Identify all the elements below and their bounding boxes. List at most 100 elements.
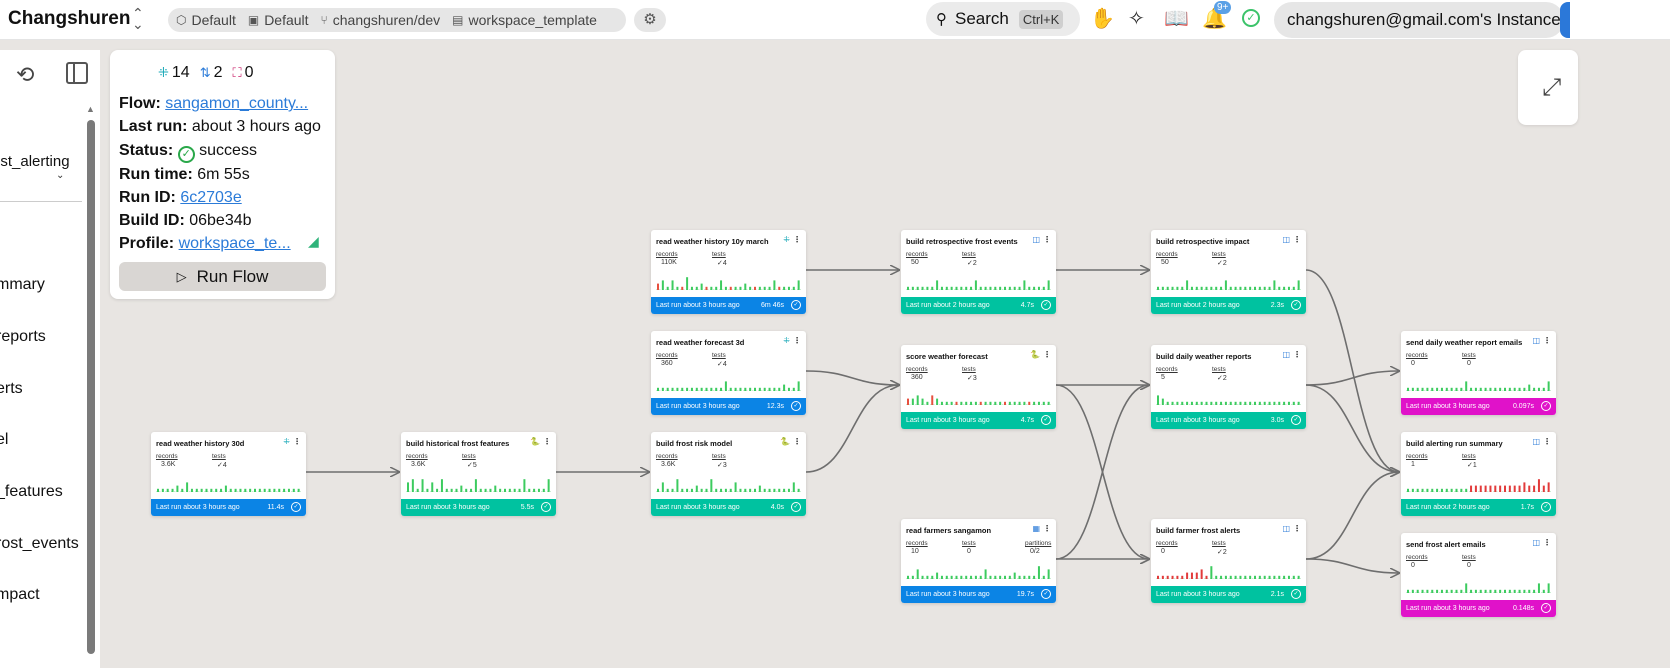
more-icon[interactable]: ⋮: [793, 235, 801, 244]
run-bar: [1489, 387, 1492, 391]
run-bar: [911, 398, 914, 405]
metric-value: 0: [1411, 360, 1415, 367]
node-build-daily-weather-reports[interactable]: build daily weather reports ◫ ⋮ records …: [1151, 345, 1306, 429]
run-bar: [1161, 286, 1164, 290]
history-icon[interactable]: ⟲: [16, 62, 35, 87]
node-read-weather-forecast-3d[interactable]: read weather forecast 3d ⁜ ⋮ records 360…: [651, 331, 806, 415]
run-bar: [1445, 387, 1448, 391]
more-icon[interactable]: ⋮: [1043, 524, 1051, 533]
more-icon[interactable]: ⋮: [1043, 350, 1051, 359]
org-name[interactable]: Changshuren: [8, 8, 131, 29]
flow-select[interactable]: ost_alerting: [0, 153, 70, 170]
more-icon[interactable]: ⋮: [543, 437, 551, 446]
node-icons: ◫ ⋮: [1532, 538, 1551, 547]
node-icons: ◫ ⋮: [1032, 235, 1051, 244]
node-read-weather-history-10y-march[interactable]: read weather history 10y march ⁜ ⋮ recor…: [651, 230, 806, 314]
duration: 12.3s: [766, 403, 784, 410]
check-icon: ✓: [1041, 300, 1051, 310]
metric-tests: tests ✓1: [1462, 453, 1477, 469]
profile-link[interactable]: workspace_te...: [178, 235, 291, 253]
gear-icon[interactable]: ⚙: [634, 8, 666, 32]
node-build-farmer-frost-alerts[interactable]: build farmer frost alerts ◫ ⋮ records 0 …: [1151, 519, 1306, 603]
node-build-historical-frost-features[interactable]: build historical frost features 🐍 ⋮ reco…: [401, 432, 556, 516]
node-read-farmers-sangamon[interactable]: read farmers sangamon ▦ ⋮ records 10 tes…: [901, 519, 1056, 603]
run-bar: [1416, 488, 1419, 492]
crumb-org[interactable]: ⬡ Default: [176, 12, 236, 28]
more-icon[interactable]: ⋮: [1293, 235, 1301, 244]
hand-icon[interactable]: ✋: [1090, 8, 1115, 30]
more-icon[interactable]: ⋮: [793, 437, 801, 446]
expand-button[interactable]: ⤢: [1518, 50, 1578, 125]
run-bar: [940, 286, 943, 290]
account-edge[interactable]: [1560, 2, 1570, 38]
check-icon: ✓: [1541, 401, 1551, 411]
stat-models: ⁜ 14: [158, 64, 190, 82]
node-title: build historical frost features: [406, 439, 510, 448]
scrollbar[interactable]: ▲: [86, 104, 96, 654]
node-score-weather-forecast[interactable]: score weather forecast 🐍 ⋮ records 360 t…: [901, 345, 1056, 429]
node-title: build retrospective impact: [1156, 237, 1250, 246]
run-bar: [407, 482, 409, 492]
crumb-project[interactable]: ▣ Default: [248, 12, 309, 28]
sidebar-item[interactable]: mpact: [0, 586, 40, 603]
flow-link[interactable]: sangamon_county...: [165, 95, 309, 112]
node-footer: Last run about 3 hours ago 3.0s ✓: [1151, 412, 1306, 429]
metric-partitions: partitions 0/2: [1025, 540, 1051, 555]
search-button[interactable]: ⚲ Search Ctrl+K: [926, 2, 1080, 36]
more-icon[interactable]: ⋮: [793, 336, 801, 345]
scroll-up-icon[interactable]: ▲: [86, 104, 95, 114]
node-footer: Last run about 3 hours ago 2.1s ✓: [1151, 586, 1306, 603]
run-bar: [657, 488, 659, 492]
more-icon[interactable]: ⋮: [1043, 235, 1051, 244]
collapse-panel-icon[interactable]: [66, 62, 88, 84]
sidebar-item[interactable]: _features: [0, 483, 63, 500]
node-build-alerting-run-summary[interactable]: build alerting run summary ◫ ⋮ records 1…: [1401, 432, 1556, 516]
node-build-retrospective-frost-events[interactable]: build retrospective frost events ◫ ⋮ rec…: [901, 230, 1056, 314]
run-bar: [1283, 401, 1286, 405]
metric-label: tests: [1462, 352, 1476, 359]
node-build-frost-risk-model[interactable]: build frost risk model 🐍 ⋮ records 3.6K …: [651, 432, 806, 516]
sidebar-item[interactable]: mmary: [0, 276, 45, 293]
crumb-branch[interactable]: ⑂ changshuren/dev: [321, 12, 441, 28]
run-bar: [1018, 401, 1021, 405]
node-send-daily-weather-report-emails[interactable]: send daily weather report emails ◫ ⋮ rec…: [1401, 331, 1556, 415]
node-icons: ◫ ⋮: [1282, 350, 1301, 359]
run-bar: [970, 575, 973, 579]
last-run-text: Last run about 3 hours ago: [656, 403, 740, 410]
run-bar: [426, 488, 429, 492]
run-bar: [984, 569, 987, 579]
book-icon[interactable]: 📖: [1164, 8, 1189, 30]
run-bar: [715, 387, 718, 391]
more-icon[interactable]: ⋮: [293, 437, 301, 446]
check-icon: ✓: [1041, 589, 1051, 599]
run-bar: [1518, 485, 1521, 492]
run-bar: [1479, 387, 1482, 391]
run-flow-button[interactable]: ▷ Run Flow: [119, 262, 326, 291]
node-build-retrospective-impact[interactable]: build retrospective impact ◫ ⋮ records 5…: [1151, 230, 1306, 314]
edge-n11-n13: [1305, 472, 1399, 560]
run-bar: [661, 482, 664, 492]
run-id-link[interactable]: 6c2703e: [180, 188, 242, 206]
sidebar-item[interactable]: rost_events: [0, 535, 79, 552]
sidebar-item[interactable]: el: [0, 431, 9, 448]
more-icon[interactable]: ⋮: [1543, 538, 1551, 547]
chevron-down-icon[interactable]: ⌄: [56, 170, 65, 181]
more-icon[interactable]: ⋮: [1293, 524, 1301, 533]
scroll-thumb[interactable]: [87, 120, 95, 654]
instance-selector[interactable]: changshuren@gmail.com's Instance: [1274, 2, 1564, 38]
more-icon[interactable]: ⋮: [1543, 336, 1551, 345]
run-bar: [1166, 575, 1169, 579]
node-send-frost-alert-emails[interactable]: send frost alert emails ◫ ⋮ records 0 te…: [1401, 533, 1556, 617]
crumb-workspace[interactable]: ▤ workspace_template: [452, 12, 597, 28]
sparkle-icon[interactable]: ✧: [1128, 8, 1145, 30]
sidebar-item[interactable]: reports: [0, 328, 46, 345]
more-icon[interactable]: ⋮: [1293, 350, 1301, 359]
org-switcher-icon[interactable]: ⌃ ⌄: [132, 5, 144, 32]
more-icon[interactable]: ⋮: [1543, 437, 1551, 446]
metric-label: records: [656, 251, 678, 258]
run-bar: [1278, 575, 1281, 579]
metric-records: records 1: [1406, 453, 1428, 468]
sql-icon: ◫: [1282, 350, 1290, 359]
node-read-weather-history-30d[interactable]: read weather history 30d ⁜ ⋮ records 3.6…: [151, 432, 306, 516]
sidebar-item[interactable]: erts: [0, 380, 23, 397]
